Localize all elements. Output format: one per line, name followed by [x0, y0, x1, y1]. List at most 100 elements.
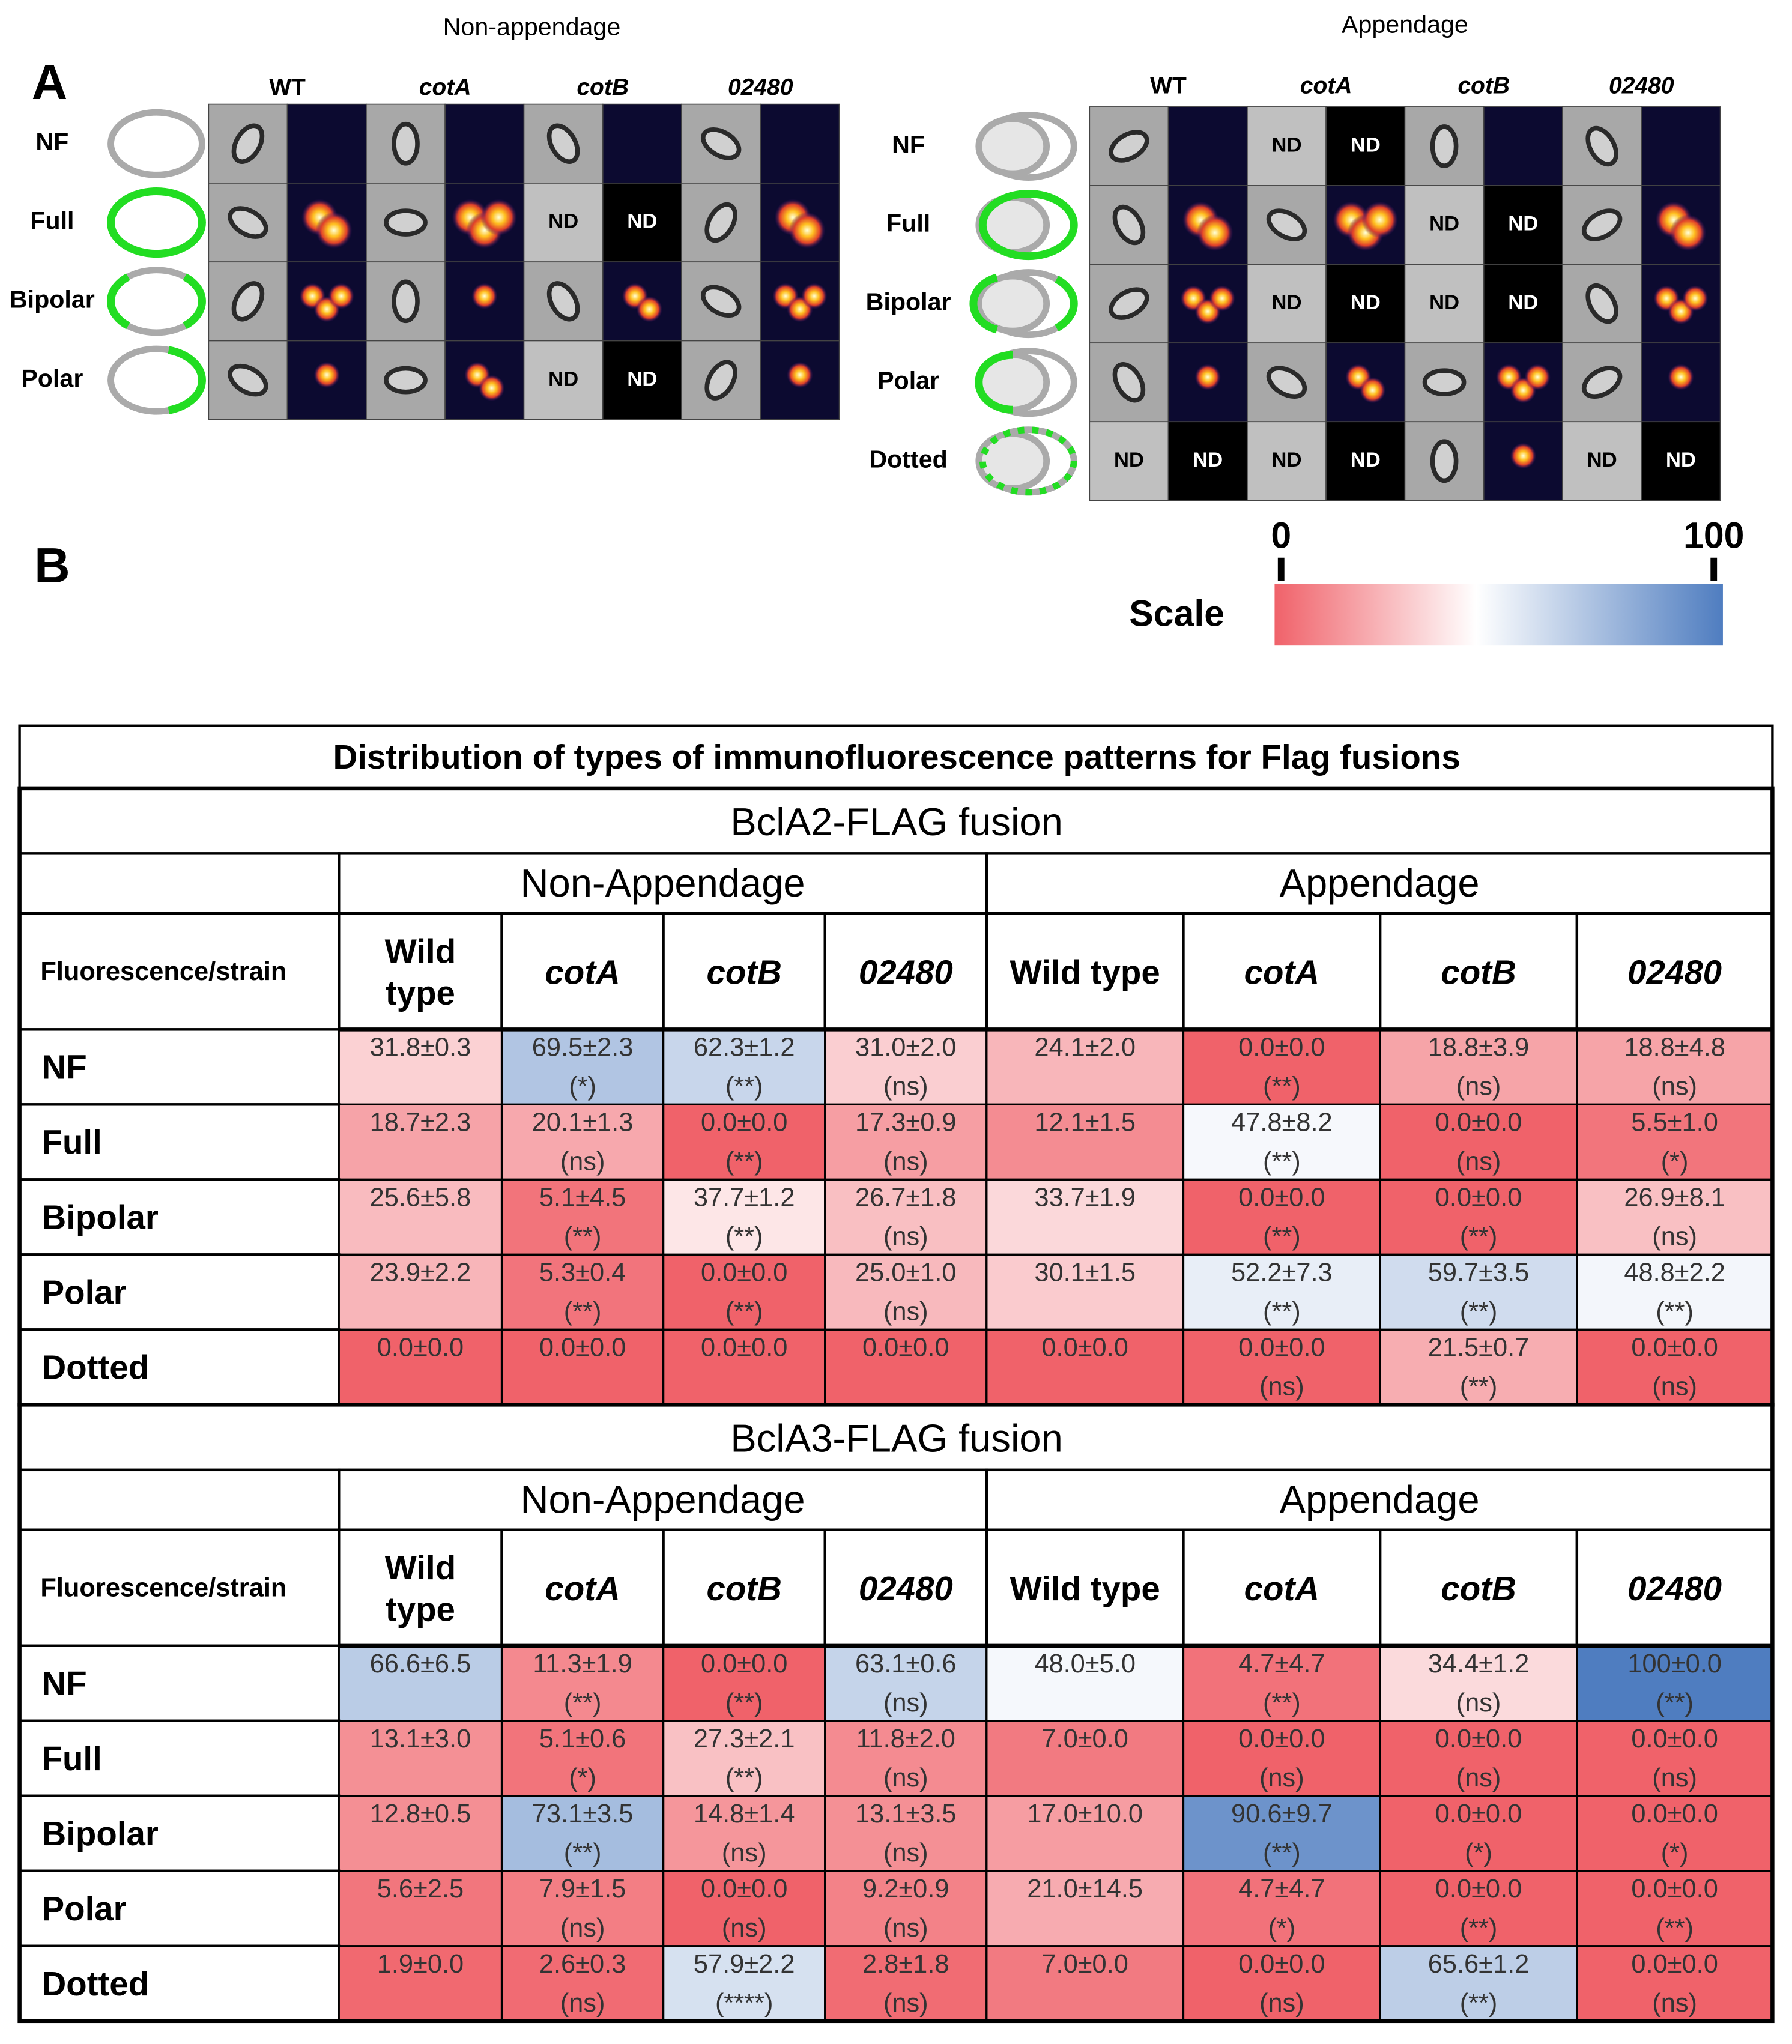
- phase-image: [1089, 421, 1169, 501]
- cell-value: 18.8±3.9: [1428, 1033, 1530, 1062]
- phase-image: [208, 340, 288, 420]
- significance: (ns): [1456, 1147, 1501, 1176]
- table-cell: [500, 1720, 665, 1797]
- header-cell: Wild type: [385, 1547, 456, 1628]
- spore-stain: [1055, 276, 1078, 332]
- table-cell: [985, 1720, 1185, 1797]
- column-label: 02480: [728, 74, 793, 100]
- table-cell: [338, 1870, 503, 1947]
- significance: (ns): [883, 1689, 928, 1717]
- column-label: 02480: [1609, 73, 1674, 99]
- group-header: Appendage: [1280, 861, 1480, 905]
- row-label: Full: [886, 209, 930, 237]
- row-label: Dotted: [42, 1965, 150, 2003]
- significance: (**): [1460, 1297, 1498, 1326]
- table-cell: [1379, 1103, 1578, 1181]
- nd-label: ND: [1271, 449, 1301, 471]
- row-label: Full: [30, 207, 74, 234]
- header-cell: 02480: [859, 952, 953, 991]
- cell-value: 13.1±3.0: [370, 1725, 471, 1753]
- table-cell: [985, 912, 1185, 1031]
- fluorescence-signal: [315, 212, 353, 249]
- significance: (**): [1263, 1689, 1301, 1717]
- spore-inner: [975, 115, 1050, 177]
- header-cell: cotA: [545, 1568, 620, 1607]
- spore-icon: [975, 111, 1077, 181]
- nd-label: ND: [1114, 449, 1144, 471]
- fluorescence-signal: [1361, 201, 1399, 238]
- table-cell: [1379, 1178, 1578, 1256]
- header-cell: cotA: [545, 952, 620, 991]
- spore-stain: [107, 187, 206, 258]
- significance: (**): [564, 1297, 602, 1326]
- table-cell: [1379, 1945, 1578, 2022]
- table-cell: [985, 1468, 1774, 1531]
- phase-image: [523, 183, 604, 263]
- table-cell: [338, 1945, 503, 2022]
- table-cell: [18, 1253, 341, 1331]
- cell-value: 0.0±0.0: [1041, 1333, 1128, 1362]
- cell-value: 5.3±0.4: [539, 1258, 626, 1287]
- significance: (ns): [883, 1839, 928, 1867]
- row-label: Polar: [42, 1274, 127, 1311]
- spore: [1112, 204, 1146, 246]
- table-cell: [662, 1178, 826, 1256]
- column-label: WT: [269, 74, 306, 100]
- cell-value: 12.8±0.5: [370, 1800, 471, 1828]
- table-cell: [1576, 1870, 1774, 1947]
- table-cell: [18, 724, 1774, 790]
- cell-value: 0.0±0.0: [1238, 1950, 1325, 1979]
- cell-value: 17.0±10.0: [1027, 1800, 1143, 1828]
- cell-value: 31.0±2.0: [855, 1033, 957, 1062]
- phase-image: [1404, 185, 1485, 265]
- spore: [1585, 283, 1618, 324]
- table-cell: [338, 1720, 503, 1797]
- header-text: Fluorescence/strain: [40, 957, 287, 986]
- spore: [228, 206, 268, 239]
- significance: (ns): [560, 1147, 605, 1176]
- table-cell: [1379, 1328, 1578, 1406]
- table-cell: [18, 1178, 341, 1256]
- nd-label: ND: [1508, 291, 1538, 314]
- cell-value: 26.9±8.1: [1624, 1183, 1725, 1212]
- header-cell: Fluorescence/strain: [40, 957, 287, 986]
- fluorescence-image: [444, 103, 525, 184]
- row-label: Bipolar: [42, 1199, 159, 1236]
- cell-value: 12.1±1.5: [1034, 1108, 1136, 1137]
- phase-image: [1246, 421, 1327, 501]
- spore: [392, 279, 420, 324]
- cell-value: 2.8±1.8: [862, 1950, 949, 1979]
- significance: (ns): [883, 1764, 928, 1792]
- cell-value: 59.7±3.5: [1428, 1258, 1530, 1287]
- group-header: Non-Appendage: [520, 861, 805, 905]
- significance: (*): [1661, 1147, 1689, 1176]
- spore-stain: [168, 346, 206, 414]
- cell-value: 7.9±1.5: [539, 1875, 626, 1903]
- table-cell: [338, 852, 988, 915]
- table-cell: [824, 1253, 988, 1331]
- cell-value: 20.1±1.3: [532, 1108, 634, 1137]
- header-cell: Fluorescence/strain: [40, 1573, 286, 1602]
- cell-value: 0.0±0.0: [1238, 1033, 1325, 1062]
- cell-value: 100±0.0: [1627, 1649, 1722, 1678]
- table-cell: [1379, 1795, 1578, 1872]
- table-cell: [662, 1945, 826, 2022]
- table-cell: [338, 1328, 503, 1406]
- cell-value: 0.0±0.0: [862, 1333, 949, 1362]
- table-cell: [662, 1720, 826, 1797]
- fluorescence-signal: [789, 212, 826, 249]
- table-cell: [1182, 1945, 1381, 2022]
- group-title: Appendage: [1342, 10, 1468, 38]
- row-label: Full: [42, 1740, 102, 1777]
- significance: (*): [1661, 1839, 1689, 1867]
- header-text: cotA: [1244, 1568, 1320, 1607]
- table-cell: [338, 1468, 988, 1531]
- fluorescence-image: [602, 340, 682, 420]
- spore: [231, 123, 265, 164]
- table-cell: [824, 1870, 988, 1947]
- cell-value: 0.0±0.0: [1238, 1333, 1325, 1362]
- spore: [384, 366, 428, 395]
- spore: [1582, 366, 1623, 399]
- significance: (ns): [883, 1297, 928, 1326]
